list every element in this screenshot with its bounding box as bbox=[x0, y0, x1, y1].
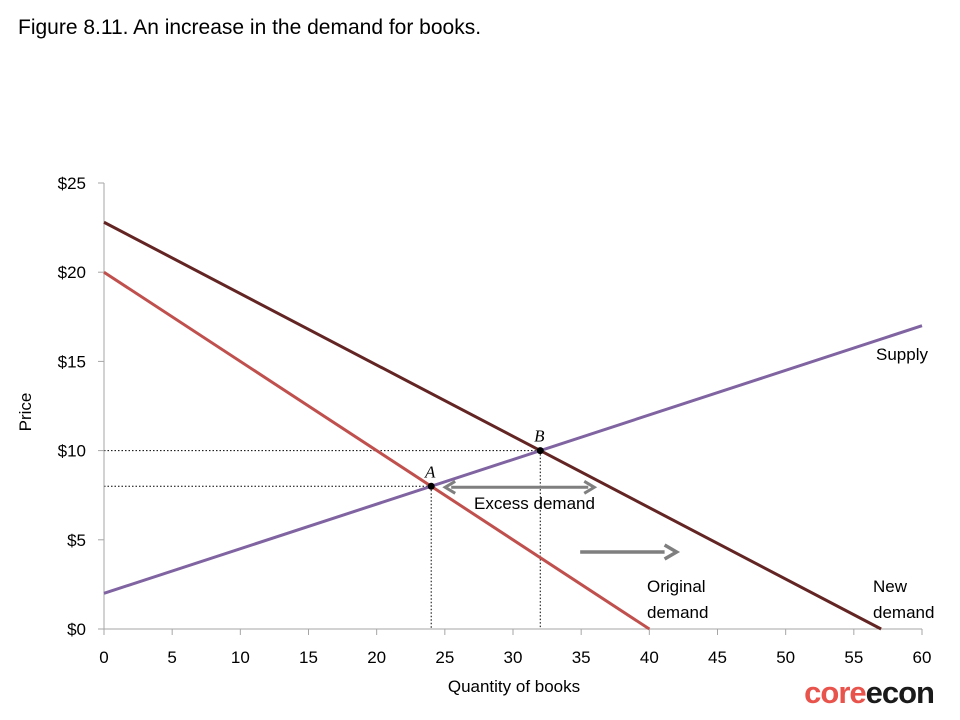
y-tick-label: $25 bbox=[58, 174, 86, 193]
y-tick-label: $20 bbox=[58, 263, 86, 282]
y-axis-label: Price bbox=[16, 393, 35, 432]
series-label: Original bbox=[647, 577, 706, 596]
series-line-new-demand bbox=[103, 220, 882, 631]
guide-lines bbox=[104, 450, 541, 629]
x-tick-label: 5 bbox=[167, 648, 176, 667]
figure-title: Figure 8.11. An increase in the demand f… bbox=[18, 16, 482, 39]
series-line-supply bbox=[103, 324, 923, 595]
demand-shift-arrowhead bbox=[663, 543, 681, 561]
point-A bbox=[427, 482, 435, 490]
point-label-A: A bbox=[424, 462, 436, 481]
axes: $0 $5 $10 $15 $20 $25 0 5 10 15 20 25 30 35 40 45 50 55 60… bbox=[16, 174, 931, 696]
coreecon-logo: coreecon bbox=[804, 675, 935, 710]
series-label: demand bbox=[647, 603, 708, 622]
excess-demand-arrowhead-right bbox=[583, 479, 598, 495]
x-tick-label: 20 bbox=[367, 648, 386, 667]
annotations: Excess demand A B bbox=[424, 427, 681, 561]
series-label: Supply bbox=[876, 345, 928, 364]
x-tick-label: 15 bbox=[299, 648, 318, 667]
x-tick-label: 35 bbox=[572, 648, 591, 667]
x-tick-label: 40 bbox=[640, 648, 659, 667]
series-label: New bbox=[873, 577, 908, 596]
excess-demand-arrowhead-left bbox=[442, 479, 456, 495]
y-tick-label: $10 bbox=[58, 442, 86, 461]
point-label-B: B bbox=[534, 427, 545, 446]
x-tick-label: 55 bbox=[844, 648, 863, 667]
x-tick-label: 0 bbox=[99, 648, 108, 667]
point-B bbox=[536, 447, 544, 455]
labels: Supply Original demand New demand bbox=[647, 345, 934, 622]
series-label: demand bbox=[873, 603, 934, 622]
x-tick-label: 50 bbox=[776, 648, 795, 667]
y-tick-label: $5 bbox=[67, 531, 86, 550]
x-tick-label: 10 bbox=[231, 648, 250, 667]
excess-demand-label: Excess demand bbox=[474, 494, 595, 513]
x-tick-label: 60 bbox=[913, 648, 932, 667]
x-tick-label: 25 bbox=[435, 648, 454, 667]
series-lines bbox=[103, 220, 923, 631]
x-tick-label: 45 bbox=[708, 648, 727, 667]
y-tick-label: $0 bbox=[67, 620, 86, 639]
series-line-original-demand bbox=[103, 270, 651, 631]
x-axis-label: Quantity of books bbox=[448, 677, 580, 696]
x-tick-label: 30 bbox=[504, 648, 523, 667]
y-tick-label: $15 bbox=[58, 352, 86, 371]
